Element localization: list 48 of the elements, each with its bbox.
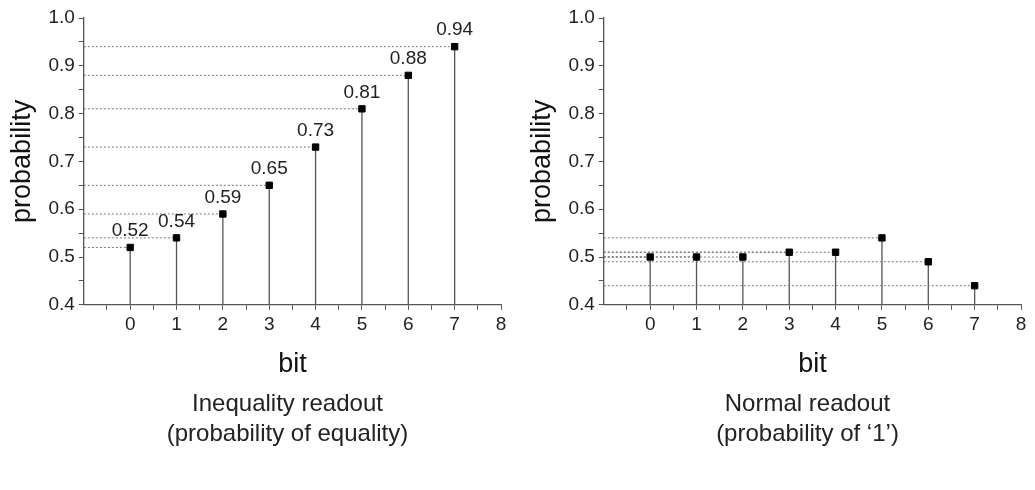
y-tick-label: 0.6 xyxy=(568,197,595,219)
y-tick-label: 0.9 xyxy=(568,54,595,76)
text: (probability of equality) xyxy=(165,418,410,448)
x-tick-label: 4 xyxy=(830,313,842,335)
x-tick-label: 7 xyxy=(969,313,980,335)
data-label: 0.94 xyxy=(436,18,474,40)
x-tick-label: 0 xyxy=(644,313,656,335)
y-tick-label: 0.8 xyxy=(48,101,75,123)
y-axis-title: probability xyxy=(525,99,556,223)
x-axis-title: bit xyxy=(798,348,828,379)
text: (probability of ‘1’) xyxy=(715,418,900,448)
y-tick-label: 0.4 xyxy=(48,293,76,315)
text: Inequality readout xyxy=(191,388,384,418)
x-tick-label: 3 xyxy=(263,313,275,335)
x-tick-label: 3 xyxy=(783,313,795,335)
data-label: 0.59 xyxy=(204,185,242,207)
x-tick-label: 2 xyxy=(217,313,229,335)
data-label: 0.54 xyxy=(158,209,196,231)
x-tick-label: 5 xyxy=(876,313,888,335)
data-label: 0.65 xyxy=(250,157,288,179)
text: Normal readout xyxy=(723,388,892,418)
x-tick-label: 2 xyxy=(737,313,749,335)
y-tick-label: 0.8 xyxy=(568,101,595,123)
x-tick-label: 8 xyxy=(495,313,507,335)
x-tick-label: 0 xyxy=(124,313,136,335)
y-axis-title: probability xyxy=(5,99,36,223)
x-tick-label: 7 xyxy=(449,313,460,335)
x-tick-label: 1 xyxy=(171,313,182,335)
x-axis-title: bit xyxy=(278,348,308,379)
y-tick-label: 1.0 xyxy=(48,6,75,28)
data-label: 0.73 xyxy=(297,118,335,140)
y-tick-label: 0.7 xyxy=(48,149,75,171)
data-label: 0.81 xyxy=(343,80,381,102)
x-tick-label: 8 xyxy=(1015,313,1027,335)
y-tick-label: 0.5 xyxy=(48,245,75,267)
x-tick-label: 1 xyxy=(691,313,702,335)
data-label: 0.52 xyxy=(111,219,149,241)
data-label: 0.88 xyxy=(389,47,427,69)
y-tick-label: 0.6 xyxy=(48,197,75,219)
y-tick-label: 0.5 xyxy=(568,245,595,267)
y-tick-label: 1.0 xyxy=(568,6,595,28)
y-tick-label: 0.4 xyxy=(568,293,596,315)
x-tick-label: 5 xyxy=(356,313,368,335)
x-tick-label: 4 xyxy=(310,313,322,335)
x-tick-label: 6 xyxy=(403,313,414,335)
y-tick-label: 0.9 xyxy=(48,54,75,76)
x-tick-label: 6 xyxy=(923,313,934,335)
y-tick-label: 0.7 xyxy=(568,149,595,171)
